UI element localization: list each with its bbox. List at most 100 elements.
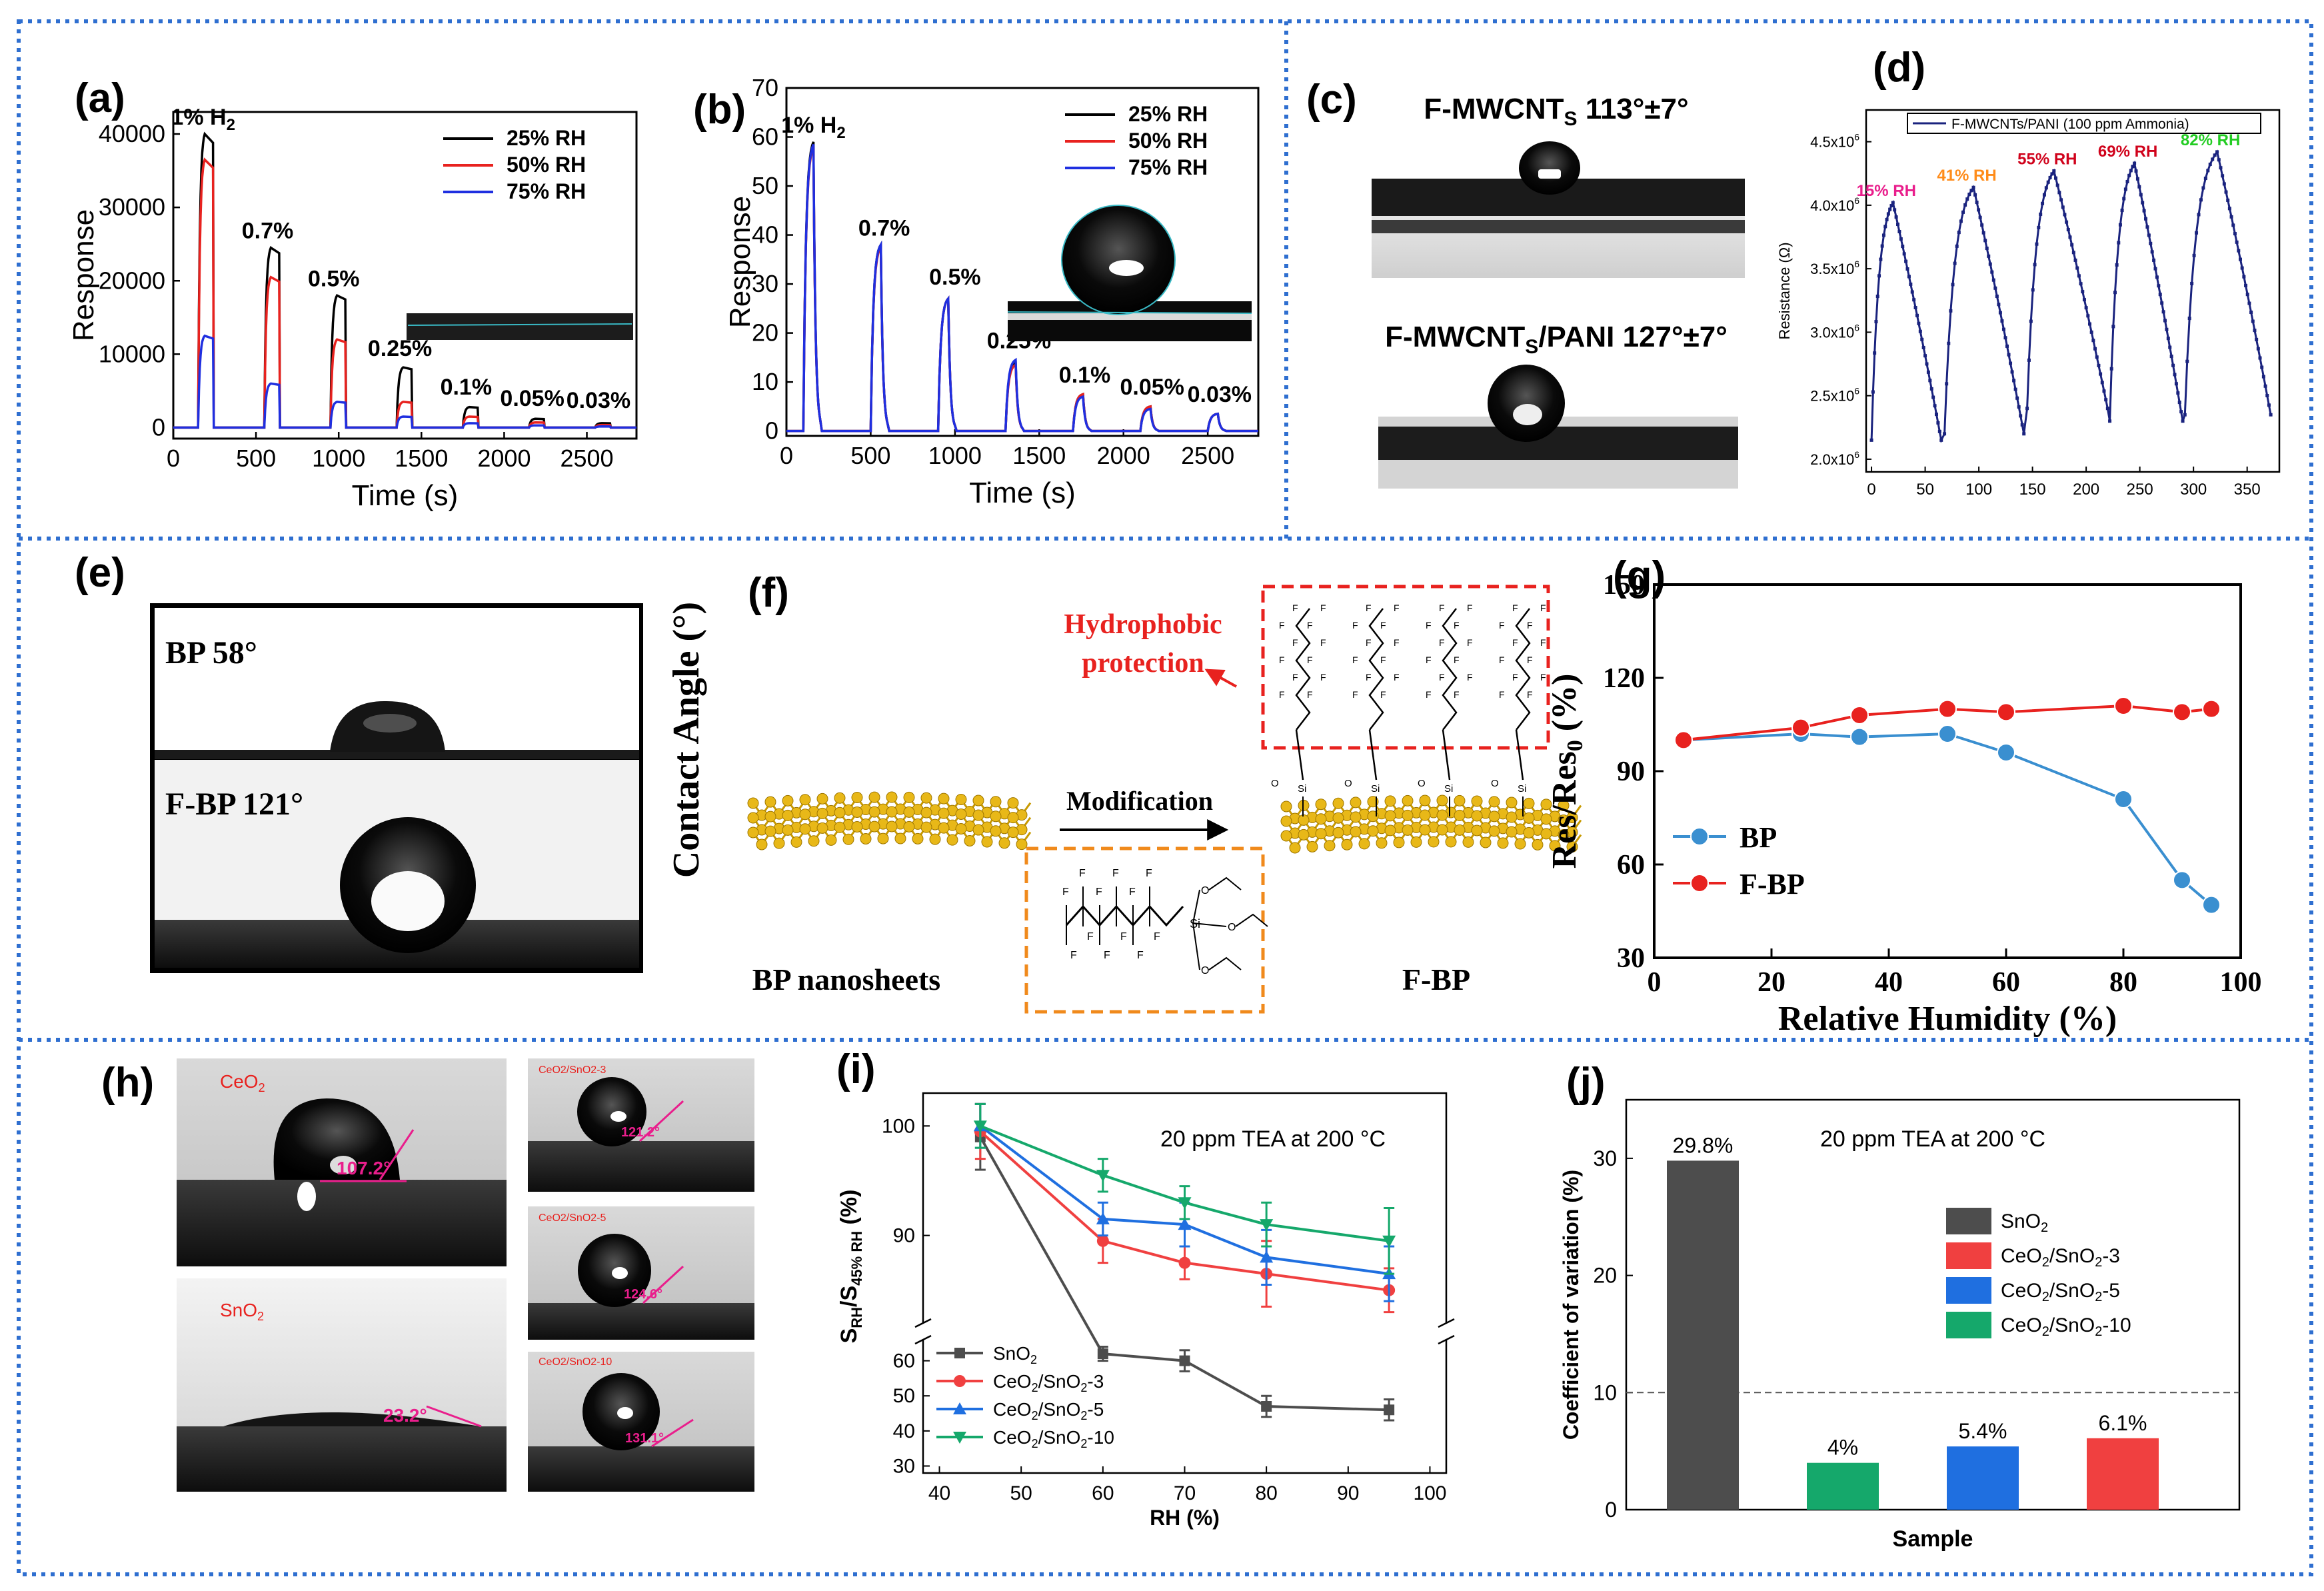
h-ceo2-surface	[177, 1180, 507, 1266]
d-marker	[2201, 186, 2205, 190]
d-marker	[1936, 421, 1940, 425]
f-hydrophobic-box	[1261, 585, 1550, 750]
panel-a-frame	[172, 111, 638, 440]
t: 2	[2042, 1324, 2049, 1339]
d-marker	[2240, 266, 2244, 270]
g-marker-f-bp	[2173, 703, 2191, 722]
d-marker	[1928, 379, 1932, 383]
t: 2	[2041, 1220, 2048, 1235]
d-ytick-mantissa: 4.5x10	[1810, 134, 1854, 151]
bp-atom	[1332, 812, 1344, 824]
h-s10-highlight	[617, 1407, 633, 1419]
panel-b-inset-photo	[1007, 205, 1252, 341]
d-marker	[1869, 438, 1873, 442]
d-marker	[2123, 187, 2127, 191]
inset-baseline	[407, 323, 632, 326]
d-marker	[2195, 231, 2199, 235]
j-bar	[2087, 1438, 2159, 1510]
d-series-line	[1870, 149, 2272, 444]
d-ytick-exp: 6	[1854, 386, 1859, 397]
silane-chain	[1065, 904, 1184, 927]
d-marker	[2160, 301, 2164, 305]
xtick-label-b: 2000	[1097, 442, 1150, 469]
t: 2	[1030, 1353, 1037, 1366]
bp-atom	[990, 796, 1002, 808]
bp-atom	[920, 821, 932, 833]
i-ytick-label: 90	[893, 1225, 915, 1247]
d-xtick-label: 0	[1867, 481, 1875, 499]
j-ytick-label: 20	[1593, 1264, 1617, 1288]
silane-F: F	[1129, 886, 1136, 898]
d-marker	[1901, 245, 1905, 249]
d-rh-label: 41% RH	[1937, 167, 1996, 185]
d-marker	[1902, 252, 1906, 256]
i-xtick-label: 70	[1174, 1482, 1196, 1504]
annotation-a: 0.1%	[441, 375, 493, 400]
i-xlabel: RH (%)	[1150, 1506, 1220, 1530]
d-marker	[2155, 275, 2159, 279]
j-legend-label: CeO2/SnO2-10	[2001, 1314, 2131, 1339]
g-frame	[1653, 583, 2242, 959]
fluoro-F: F	[1467, 603, 1473, 613]
d-rh-label: 55% RH	[2017, 150, 2077, 168]
series-b-75rh	[786, 143, 1258, 433]
fluoro-F: F	[1380, 620, 1386, 631]
t: 2	[2095, 1255, 2102, 1270]
fluoro-F: F	[1366, 603, 1372, 613]
d-marker	[2169, 355, 2173, 359]
d-marker	[2003, 336, 2007, 340]
h-ceo2-angle-line	[379, 1129, 415, 1180]
bp-atom	[747, 797, 759, 809]
d-marker	[2267, 403, 2271, 407]
d-ytick-label: 3.5x106	[1810, 259, 1859, 277]
j-legend-swatch	[1946, 1242, 1991, 1269]
i-xtick-label: 90	[1337, 1482, 1359, 1504]
bp-atom	[938, 793, 950, 804]
d-marker	[2084, 306, 2088, 310]
g-marker-f-bp	[1997, 703, 2015, 722]
d-marker	[2111, 325, 2115, 329]
t: /SnO	[2049, 1245, 2095, 1267]
panel-label-f: (f)	[748, 570, 789, 616]
d-marker	[2122, 197, 2126, 201]
fluoro-F: F	[1499, 689, 1505, 700]
d-marker	[2113, 291, 2117, 295]
fluoro-F: F	[1352, 655, 1358, 665]
panel-labels: (a) (b) (c) (d) (e) (f) (g) (h) (i) (j)	[75, 45, 1925, 1106]
d-marker	[2077, 274, 2081, 278]
d-marker	[2153, 267, 2157, 271]
bp-atom	[886, 820, 898, 832]
panel-e-photos: BP 58° F-BP 121° Contact Angle (°)	[150, 602, 707, 973]
bp-atom	[955, 793, 967, 805]
d-marker	[2031, 288, 2035, 292]
annotation-a: 0.5%	[308, 266, 360, 291]
d-marker	[2258, 356, 2262, 360]
t: 2	[1080, 1381, 1087, 1394]
bp-atom	[1471, 824, 1483, 836]
fluoro-F: F	[1320, 672, 1326, 683]
d-marker	[1977, 208, 1981, 212]
d-marker	[1874, 320, 1878, 324]
inset-b-reflection	[1008, 313, 1252, 320]
g-legend-marker	[1690, 827, 1709, 846]
d-rh-label: 15% RH	[1857, 182, 1916, 200]
d-marker	[2061, 205, 2065, 209]
panel-f-schematic: BP nanosheets F-BP Modification FFFFFFFF…	[747, 585, 1582, 1014]
j-xlabel: Sample	[1893, 1526, 1973, 1552]
h-sno2-surface	[177, 1426, 507, 1492]
c-bottom-droplet	[1488, 365, 1565, 442]
j-ytick-label: 30	[1593, 1146, 1617, 1170]
d-marker	[2211, 157, 2215, 161]
i-ytick-label: 50	[893, 1385, 915, 1407]
fluoro-F: F	[1426, 620, 1432, 631]
silane-F: F	[1137, 950, 1144, 961]
d-marker	[1959, 219, 1963, 223]
fluoro-F: F	[1467, 637, 1473, 648]
annotation-text: 0.1%	[1059, 363, 1111, 388]
d-marker	[2104, 398, 2108, 402]
annotation-text: 1% H	[171, 105, 226, 130]
d-ytick-mantissa: 2.5x10	[1810, 388, 1854, 405]
i-marker-square	[1179, 1355, 1190, 1366]
d-marker	[2079, 282, 2083, 286]
d-marker	[2229, 215, 2233, 219]
